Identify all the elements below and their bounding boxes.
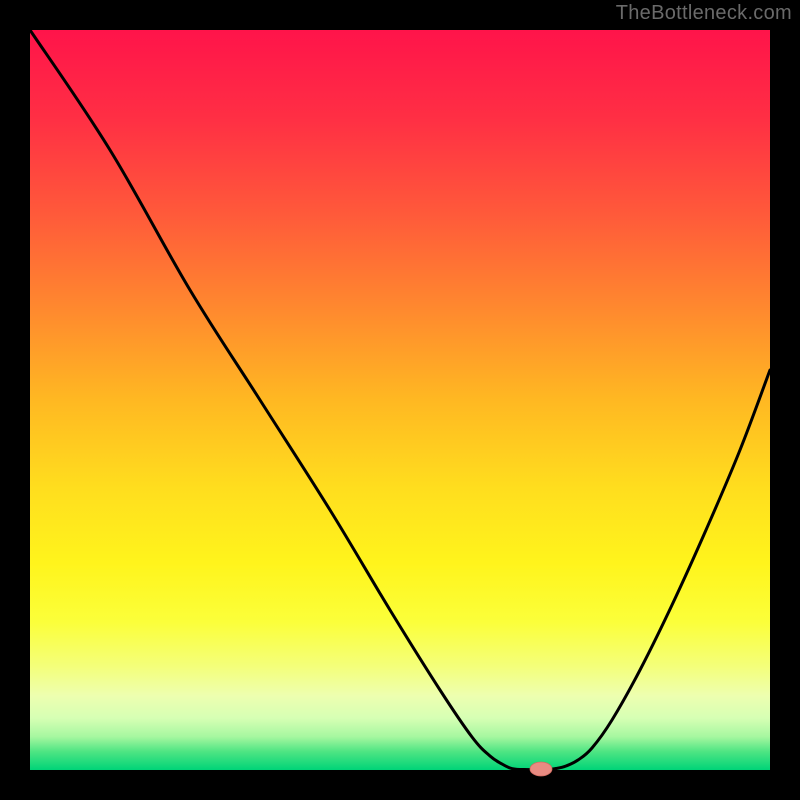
chart-background-gradient — [30, 30, 770, 770]
bottleneck-chart — [0, 0, 800, 800]
watermark-text: TheBottleneck.com — [616, 2, 792, 25]
optimal-point-marker — [530, 762, 552, 776]
